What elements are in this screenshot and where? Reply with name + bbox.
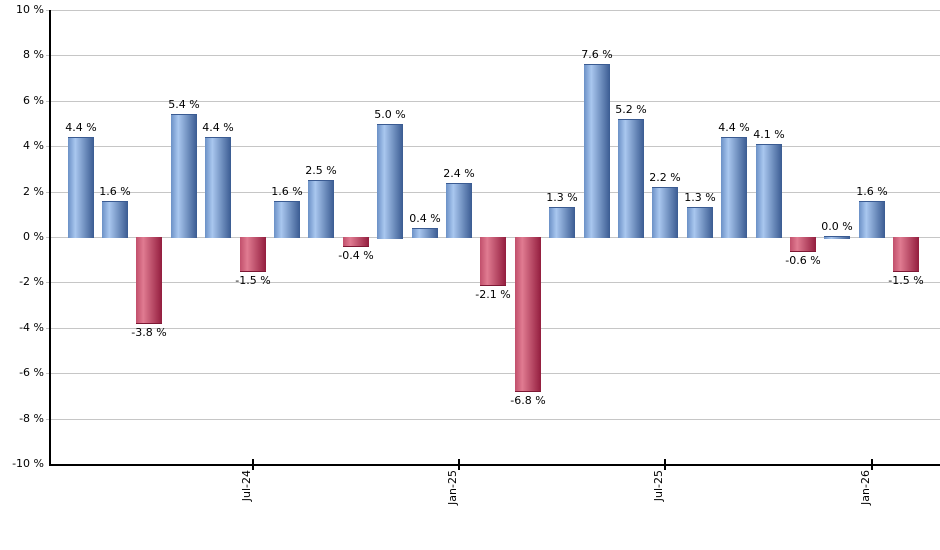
- y-axis-tick-label: -4 %: [19, 321, 44, 334]
- bar-value-label: 4.4 %: [65, 121, 97, 134]
- bar-positive: [205, 137, 231, 238]
- bar-value-label: -2.1 %: [475, 288, 511, 301]
- bar-positive: [102, 201, 128, 238]
- bar-value-label: 2.5 %: [305, 164, 337, 177]
- bar-value-label: 1.3 %: [546, 191, 578, 204]
- bar-value-label: 1.3 %: [684, 191, 716, 204]
- bar-positive: [308, 180, 334, 238]
- y-axis-tick-label: 6 %: [23, 94, 44, 107]
- bar-negative: [136, 237, 162, 324]
- gridline: [46, 101, 940, 102]
- bar-positive: [687, 207, 713, 238]
- bar-positive: [721, 137, 747, 238]
- bar-value-label: 4.1 %: [753, 128, 785, 141]
- bar-value-label: 4.4 %: [202, 121, 234, 134]
- bar-negative: [893, 237, 919, 272]
- gridline: [46, 10, 940, 11]
- y-axis-tick-label: -10 %: [12, 457, 44, 470]
- bar-value-label: 0.4 %: [409, 212, 441, 225]
- bar-positive: [618, 119, 644, 238]
- x-axis-tick: [252, 459, 254, 470]
- gridline: [46, 192, 940, 193]
- bar-positive: [377, 124, 403, 239]
- bar-positive: [824, 236, 850, 239]
- bar-value-label: -1.5 %: [235, 274, 271, 287]
- bar-value-label: 0.0 %: [821, 220, 853, 233]
- x-axis-tick-label: Jan-26: [859, 470, 872, 505]
- y-axis-tick-label: 0 %: [23, 230, 44, 243]
- bar-negative: [480, 237, 506, 286]
- y-axis-tick-label: 2 %: [23, 185, 44, 198]
- x-axis-tick: [664, 459, 666, 470]
- x-axis-tick: [871, 459, 873, 470]
- bar-positive: [171, 114, 197, 238]
- bar-value-label: -6.8 %: [510, 394, 546, 407]
- bar-negative: [790, 237, 816, 252]
- bar-value-label: 2.4 %: [443, 167, 475, 180]
- bar-positive: [446, 183, 472, 238]
- bar-value-label: 7.6 %: [581, 48, 613, 61]
- bar-value-label: -1.5 %: [888, 274, 924, 287]
- bar-value-label: 5.2 %: [615, 103, 647, 116]
- bar-value-label: 5.4 %: [168, 98, 200, 111]
- bar-value-label: -0.4 %: [338, 249, 374, 262]
- bar-positive: [412, 228, 438, 238]
- bar-value-label: 1.6 %: [99, 185, 131, 198]
- bar-positive: [859, 201, 885, 238]
- gridline: [46, 373, 940, 374]
- x-axis-tick-label: Jan-25: [446, 470, 459, 505]
- bar-negative: [343, 237, 369, 247]
- bar-value-label: 1.6 %: [271, 185, 303, 198]
- bar-value-label: 4.4 %: [718, 121, 750, 134]
- bar-positive: [584, 64, 610, 238]
- bar-positive: [274, 201, 300, 238]
- x-axis-tick-label: Jul-24: [240, 470, 253, 502]
- bar-value-label: -0.6 %: [785, 254, 821, 267]
- bar-value-label: -3.8 %: [131, 326, 167, 339]
- x-axis-tick-label: Jul-25: [652, 470, 665, 502]
- gridline: [46, 419, 940, 420]
- y-axis-tick-label: 4 %: [23, 139, 44, 152]
- y-axis-tick-label: -8 %: [19, 412, 44, 425]
- y-axis-tick-label: 8 %: [23, 48, 44, 61]
- y-axis-tick-label: -2 %: [19, 275, 44, 288]
- y-axis-tick-label: -6 %: [19, 366, 44, 379]
- bar-positive: [652, 187, 678, 238]
- y-axis-tick-label: 10 %: [16, 3, 44, 16]
- gridline: [46, 146, 940, 147]
- gridline: [46, 55, 940, 56]
- bar-negative: [240, 237, 266, 272]
- gridline: [46, 328, 940, 329]
- x-axis-tick: [458, 459, 460, 470]
- x-axis-line: [49, 464, 940, 466]
- y-axis-line: [49, 10, 51, 466]
- bar-positive: [549, 207, 575, 238]
- bar-value-label: 5.0 %: [374, 108, 406, 121]
- bar-positive: [756, 144, 782, 238]
- bar-positive: [68, 137, 94, 238]
- bar-value-label: 2.2 %: [649, 171, 681, 184]
- bar-value-label: 1.6 %: [856, 185, 888, 198]
- bar-negative: [515, 237, 541, 392]
